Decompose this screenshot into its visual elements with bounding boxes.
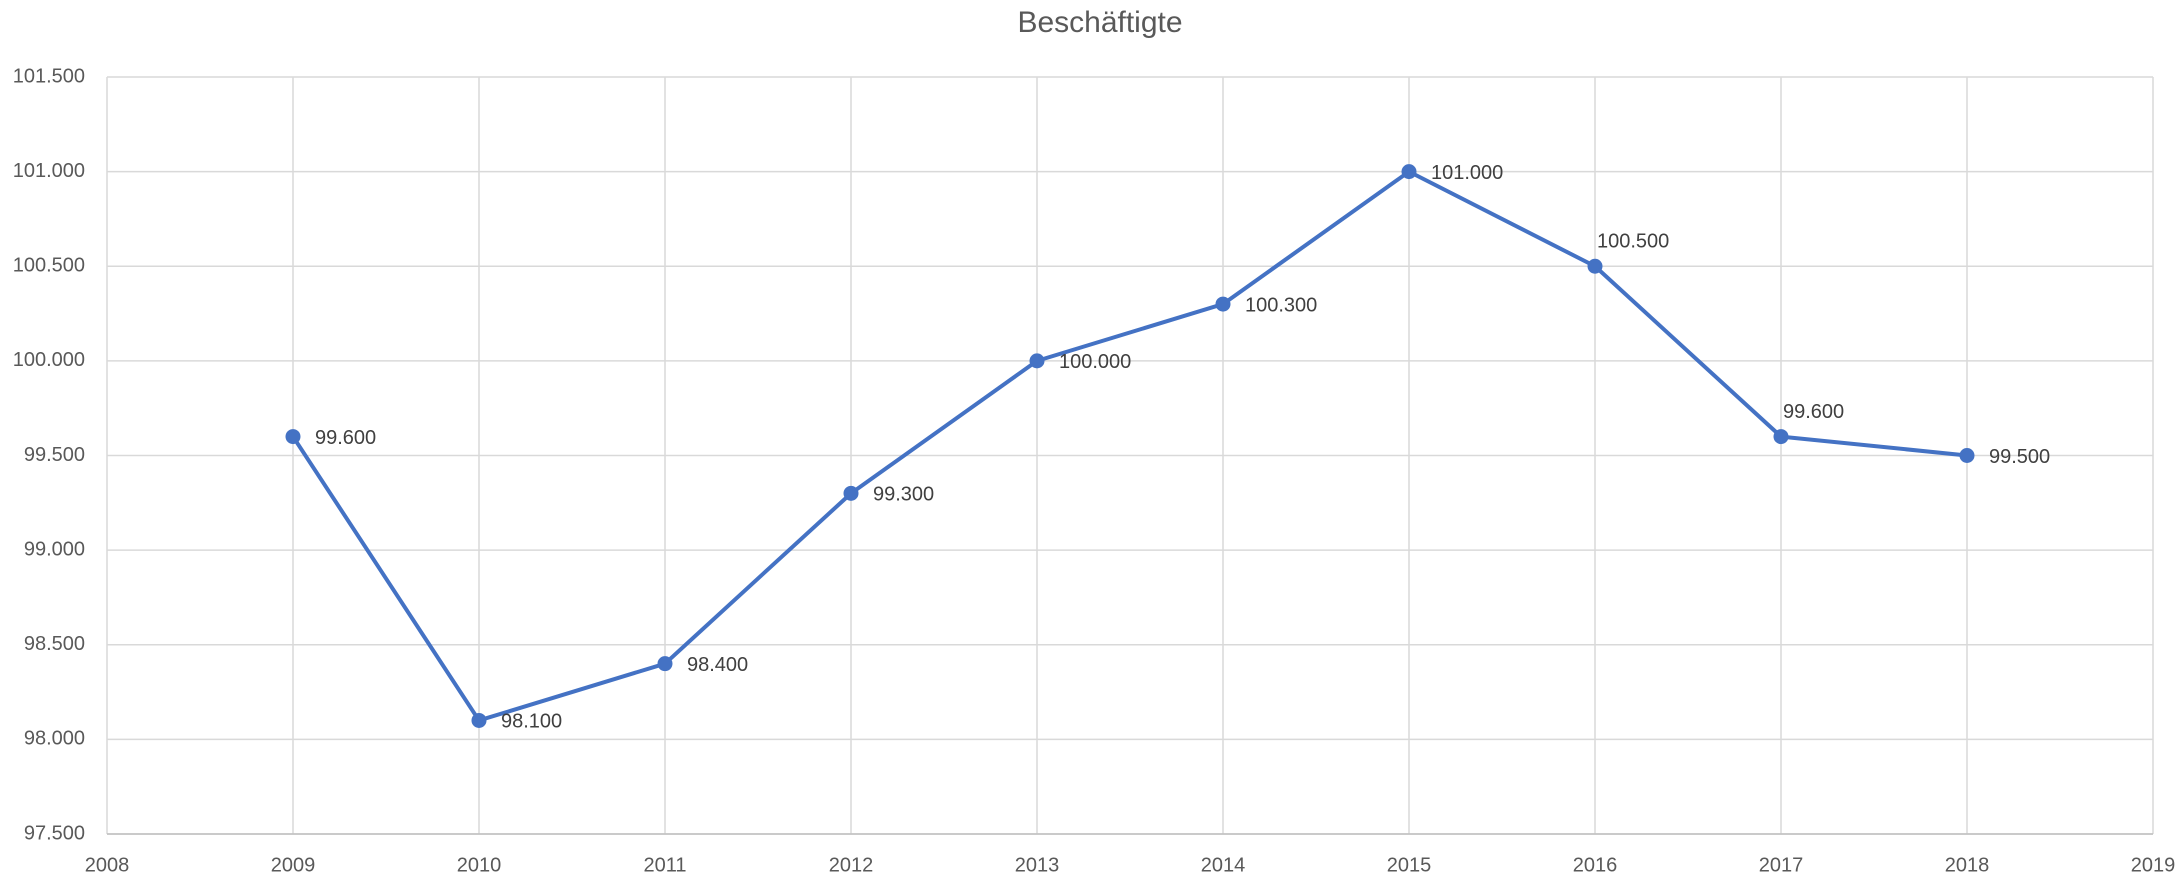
x-tick-label: 2016	[1573, 854, 1618, 874]
x-tick-label: 2019	[2131, 854, 2176, 874]
data-label: 99.500	[1989, 446, 2050, 468]
x-tick-label: 2017	[1759, 854, 1804, 874]
data-point	[1215, 296, 1231, 312]
x-tick-label: 2008	[85, 854, 130, 874]
y-tick-label: 100.500	[13, 255, 85, 277]
data-label: 100.300	[1245, 294, 1317, 316]
data-label: 99.300	[873, 484, 934, 506]
data-point	[657, 656, 673, 672]
data-point	[471, 712, 487, 728]
x-tick-label: 2010	[457, 854, 502, 874]
y-tick-label: 98.000	[24, 728, 85, 750]
x-tick-label: 2012	[829, 854, 874, 874]
x-tick-label: 2011	[643, 854, 686, 874]
x-tick-label: 2009	[271, 854, 316, 874]
data-label: 99.600	[315, 427, 376, 449]
y-tick-label: 97.500	[24, 822, 85, 844]
data-point	[1029, 353, 1045, 369]
data-point	[1401, 164, 1417, 180]
y-tick-label: 99.500	[24, 444, 85, 466]
series-line	[291, 169, 1968, 723]
data-label: 98.100	[501, 711, 562, 733]
data-point	[285, 429, 301, 445]
data-point	[1773, 429, 1789, 445]
y-tick-label: 101.000	[13, 160, 85, 182]
y-tick-label: 98.500	[24, 633, 85, 655]
data-label: 98.400	[687, 654, 748, 676]
data-point	[843, 485, 859, 501]
data-label: 101.000	[1431, 162, 1503, 184]
x-tick-label: 2013	[1015, 854, 1060, 874]
y-tick-label: 100.000	[13, 349, 85, 371]
data-point	[1959, 448, 1975, 463]
y-tick-label: 101.500	[13, 65, 85, 87]
chart-title: Beschäftigte	[1017, 6, 1182, 39]
data-point	[1587, 258, 1603, 274]
data-label: 100.500	[1597, 231, 1669, 253]
x-tick-label: 2015	[1387, 854, 1432, 874]
x-tick-label: 2018	[1945, 854, 1990, 874]
x-tick-label: 2014	[1201, 854, 1246, 874]
data-label: 99.600	[1783, 401, 1844, 423]
data-label: 100.000	[1059, 351, 1131, 373]
y-tick-label: 99.000	[24, 538, 85, 560]
